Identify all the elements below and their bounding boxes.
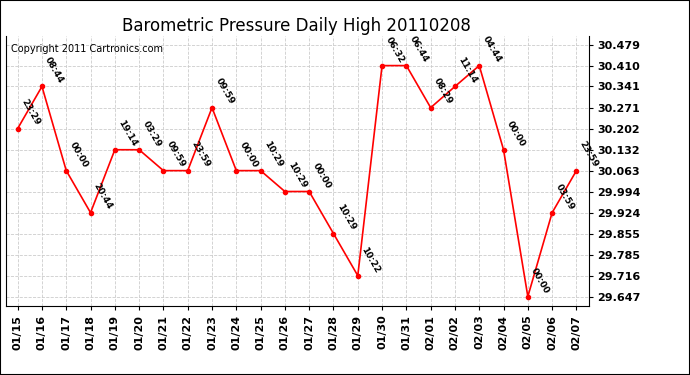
Text: 09:59: 09:59 bbox=[165, 140, 187, 169]
Text: 08:29: 08:29 bbox=[432, 77, 454, 106]
Text: Copyright 2011 Cartronics.com: Copyright 2011 Cartronics.com bbox=[11, 44, 164, 54]
Text: 20:44: 20:44 bbox=[92, 182, 114, 211]
Text: 06:44: 06:44 bbox=[408, 35, 430, 64]
Text: 23:59: 23:59 bbox=[189, 140, 211, 169]
Text: Barometric Pressure Daily High 20110208: Barometric Pressure Daily High 20110208 bbox=[122, 17, 471, 35]
Text: 00:00: 00:00 bbox=[237, 140, 259, 169]
Text: 00:00: 00:00 bbox=[68, 140, 90, 169]
Text: 19:14: 19:14 bbox=[116, 119, 139, 148]
Text: 10:29: 10:29 bbox=[262, 140, 284, 169]
Text: 04:44: 04:44 bbox=[481, 35, 503, 64]
Text: 23:59: 23:59 bbox=[578, 140, 600, 169]
Text: 10:22: 10:22 bbox=[359, 245, 381, 274]
Text: 06:32: 06:32 bbox=[384, 35, 406, 64]
Text: 09:59: 09:59 bbox=[213, 77, 235, 106]
Text: 23:29: 23:29 bbox=[19, 98, 41, 127]
Text: 10:29: 10:29 bbox=[286, 161, 308, 190]
Text: 11:14: 11:14 bbox=[456, 56, 478, 85]
Text: 08:44: 08:44 bbox=[43, 56, 66, 85]
Text: 00:00: 00:00 bbox=[505, 120, 526, 148]
Text: 03:59: 03:59 bbox=[553, 182, 575, 211]
Text: 00:00: 00:00 bbox=[310, 161, 333, 190]
Text: 00:00: 00:00 bbox=[529, 266, 551, 295]
Text: 10:29: 10:29 bbox=[335, 203, 357, 232]
Text: 03:29: 03:29 bbox=[141, 119, 163, 148]
